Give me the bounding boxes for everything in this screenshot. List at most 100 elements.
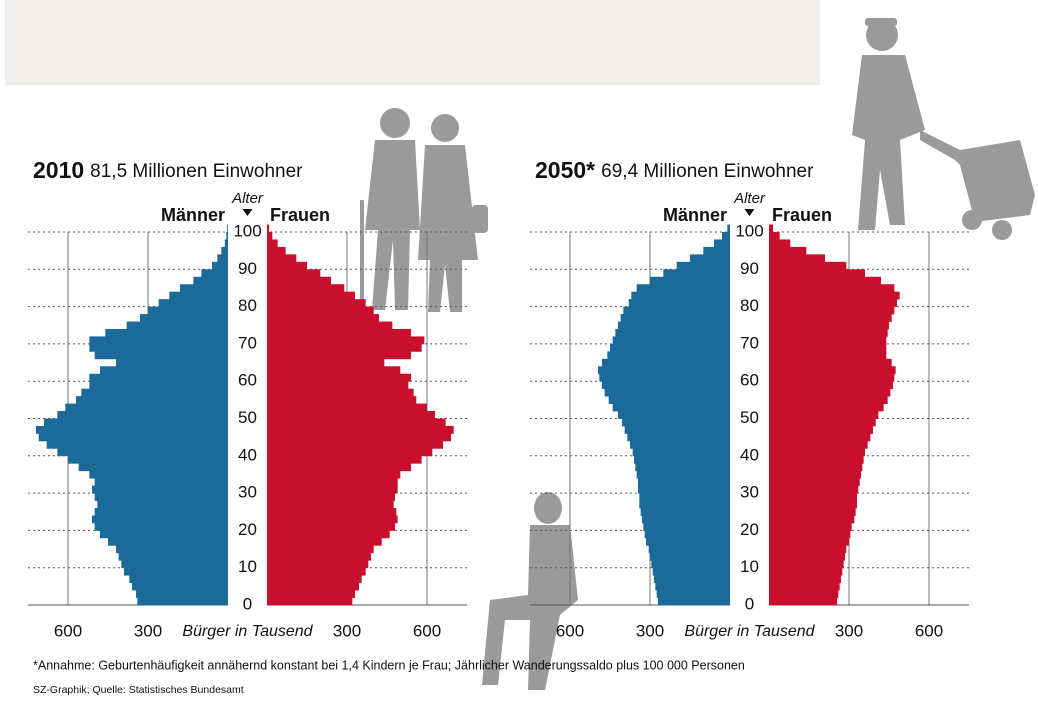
y-tick-label: 50 <box>238 408 257 427</box>
bar <box>267 575 362 584</box>
bar <box>654 575 730 584</box>
bar <box>644 530 730 539</box>
bar <box>769 500 857 509</box>
bar <box>769 314 892 322</box>
bar <box>769 508 856 516</box>
x-tick-label: 600 <box>556 621 584 640</box>
bar <box>267 269 321 278</box>
bar <box>634 455 730 464</box>
bar <box>227 224 228 233</box>
bar <box>769 470 861 479</box>
x-tick-label: 600 <box>413 621 441 640</box>
bar <box>769 455 864 464</box>
bar <box>769 276 881 285</box>
bar <box>267 530 390 539</box>
bar <box>646 537 730 546</box>
bar <box>628 299 730 307</box>
bar <box>57 448 229 457</box>
bar <box>89 336 228 345</box>
bar <box>769 552 845 561</box>
bar <box>769 388 891 397</box>
bar <box>267 276 331 285</box>
bar <box>769 522 852 531</box>
bar <box>650 552 730 561</box>
bar <box>267 582 359 591</box>
bar <box>769 425 873 434</box>
bar <box>92 515 228 524</box>
bar <box>769 545 847 554</box>
bar <box>769 590 839 598</box>
bar <box>97 500 228 509</box>
axis-marker <box>744 209 755 216</box>
bar <box>267 448 433 457</box>
bar <box>267 358 385 367</box>
bar <box>44 418 228 427</box>
legend-label: Männer <box>663 205 727 225</box>
bar <box>640 508 730 516</box>
y-tick-label: 80 <box>238 296 257 315</box>
bar <box>769 246 807 255</box>
bar <box>676 261 730 270</box>
sitting-person-silhouette <box>482 492 578 690</box>
bar <box>769 254 825 263</box>
bar <box>612 403 730 412</box>
bar <box>224 239 228 248</box>
bar <box>169 291 228 300</box>
bar <box>267 478 398 487</box>
bar <box>769 418 876 427</box>
bar <box>620 314 730 322</box>
bar <box>769 239 791 248</box>
bar <box>632 448 730 457</box>
bar <box>769 306 895 315</box>
bar <box>94 493 229 501</box>
bar <box>100 530 228 539</box>
bar <box>607 351 730 360</box>
y-tick-label: 90 <box>238 259 257 278</box>
bar <box>267 306 374 315</box>
bar <box>598 366 730 375</box>
bar <box>769 336 887 345</box>
bar <box>650 276 730 285</box>
bar <box>599 373 730 382</box>
bar <box>630 440 730 449</box>
bar <box>769 515 855 524</box>
bar <box>769 232 780 240</box>
x-tick-label: 600 <box>915 621 943 640</box>
bar <box>57 411 229 419</box>
bar <box>116 358 228 367</box>
bar <box>769 299 897 307</box>
y-tick-label: 0 <box>745 594 754 613</box>
bar <box>624 425 730 434</box>
bar <box>126 321 228 330</box>
y-tick-label: 40 <box>238 445 257 464</box>
x-tick-label: 300 <box>333 621 361 640</box>
bar <box>769 597 837 606</box>
bar <box>602 381 730 390</box>
bar <box>769 284 895 293</box>
bar <box>267 425 454 434</box>
bar <box>267 463 411 472</box>
bar <box>267 500 394 509</box>
bar <box>636 470 730 479</box>
bar <box>267 590 355 598</box>
bar <box>267 388 414 397</box>
bar <box>267 411 435 419</box>
y-tick-label: 30 <box>740 483 759 502</box>
bar <box>769 381 893 390</box>
y-tick-label: 70 <box>238 333 257 352</box>
legend-label: Frauen <box>772 205 832 225</box>
bar <box>76 396 228 404</box>
bar <box>81 388 228 397</box>
bar <box>267 336 425 345</box>
chart-subtitle: 81,5 Millionen Einwohner <box>90 161 303 182</box>
bar <box>267 321 393 330</box>
bar <box>267 366 401 375</box>
bar <box>118 552 228 561</box>
bar <box>105 328 228 337</box>
bar <box>267 567 366 576</box>
bar <box>89 343 228 352</box>
footnote: *Annahme: Geburtenhäufigkeit annähernd k… <box>33 658 745 672</box>
bar <box>89 470 228 479</box>
bar <box>638 478 730 487</box>
source: SZ-Graphik; Quelle: Statistisches Bundes… <box>33 684 244 696</box>
